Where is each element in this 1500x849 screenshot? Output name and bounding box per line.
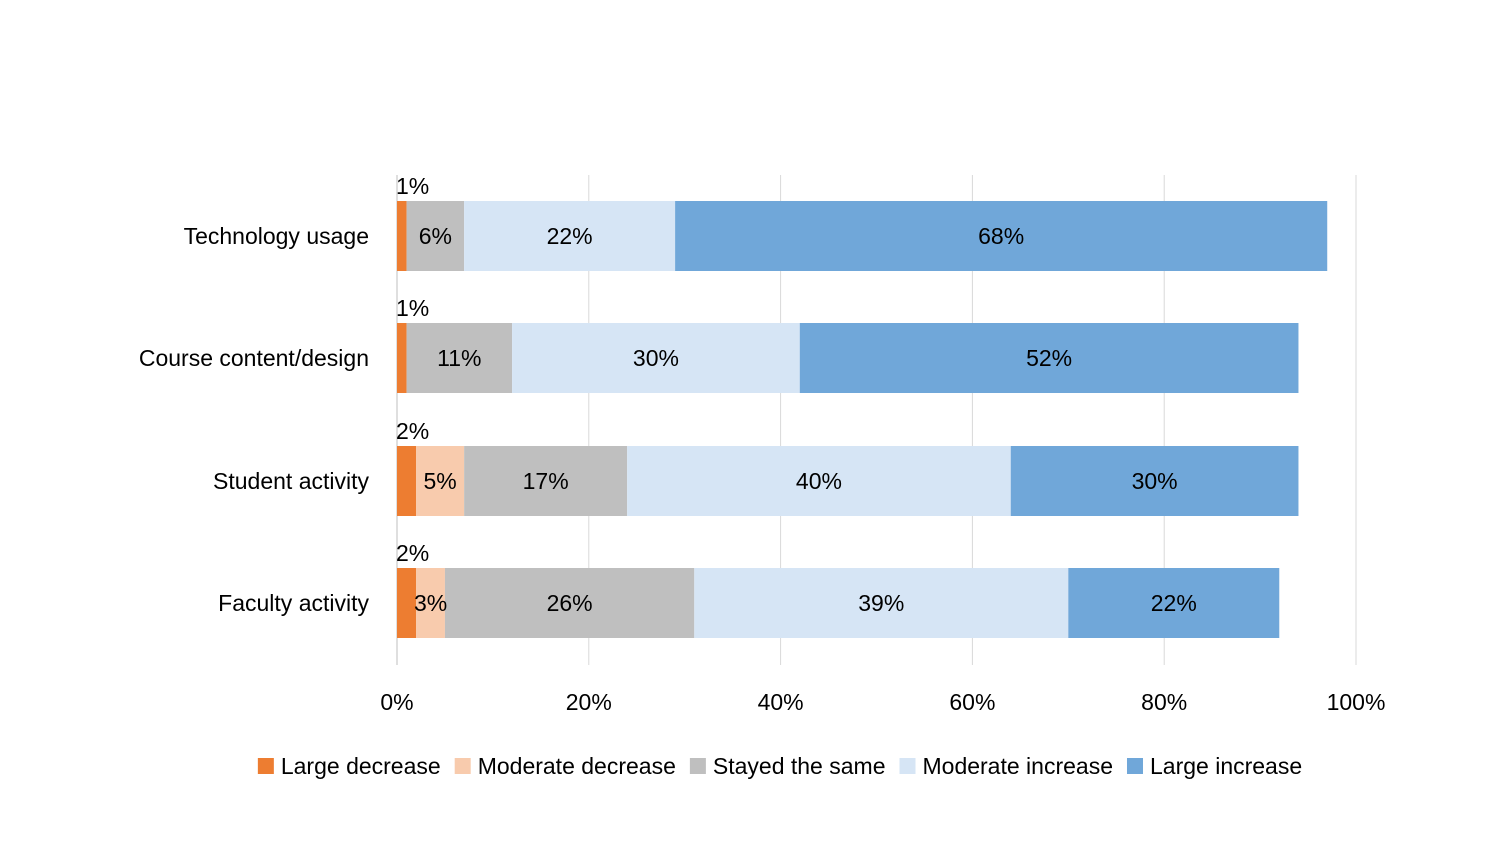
x-tick-label: 60%	[949, 689, 995, 715]
bar-moderate-decrease	[416, 568, 445, 638]
bar-stayed-the-same	[406, 323, 513, 393]
legend-item-stayed-the-same: Stayed the same	[689, 753, 886, 779]
bar-large-decrease	[397, 568, 417, 638]
data-label: 17%	[523, 468, 569, 494]
data-label: 30%	[1132, 468, 1178, 494]
bar-stayed-the-same	[444, 568, 695, 638]
bar-large-decrease	[397, 323, 407, 393]
bar-moderate-increase	[512, 323, 800, 393]
legend-label: Moderate increase	[922, 753, 1113, 779]
x-tick-label: 20%	[566, 689, 612, 715]
data-label: 39%	[858, 590, 904, 616]
bar-moderate-decrease	[416, 446, 465, 516]
data-label: 2%	[396, 540, 429, 566]
axes: 0% 20% 40% 60% 80% 100% Technology usage Course…	[139, 223, 1386, 715]
legend-label: Stayed the same	[713, 753, 886, 779]
legend-item-moderate-increase: Moderate increase	[899, 753, 1113, 779]
legend-swatch	[454, 758, 471, 774]
bar-large-increase	[799, 323, 1299, 393]
bars	[397, 201, 1328, 638]
legend-item-large-increase: Large increase	[1126, 753, 1302, 779]
legend-item-large-decrease: Large decrease	[257, 753, 441, 779]
data-label: 40%	[796, 468, 842, 494]
x-tick-label: 40%	[758, 689, 804, 715]
bar-large-increase	[1068, 568, 1280, 638]
bar-large-decrease	[397, 201, 407, 271]
data-label: 1%	[396, 173, 429, 199]
legend-swatch	[689, 758, 706, 774]
data-labels: 1% 6% 22% 68% 1% 11% 30% 52% 2% 5% 17% 40% 30% 2% 3% 26…	[396, 173, 1197, 616]
bar-large-increase	[1010, 446, 1299, 516]
category-label: Faculty activity	[218, 590, 369, 616]
bar-moderate-increase	[694, 568, 1069, 638]
data-label: 68%	[978, 223, 1024, 249]
data-label: 6%	[419, 223, 452, 249]
data-label: 2%	[396, 418, 429, 444]
data-label: 30%	[633, 345, 679, 371]
data-label: 52%	[1026, 345, 1072, 371]
bar-large-decrease	[397, 446, 417, 516]
bar-stayed-the-same	[464, 446, 628, 516]
data-label: 3%	[414, 590, 447, 616]
legend-label: Large increase	[1150, 753, 1302, 779]
bar-large-increase	[675, 201, 1328, 271]
legend-label: Moderate decrease	[478, 753, 676, 779]
bar-moderate-increase	[627, 446, 1011, 516]
legend-label: Large decrease	[281, 753, 441, 779]
legend: Large decrease Moderate decrease Stayed th…	[257, 753, 1302, 779]
legend-swatch	[257, 758, 274, 774]
data-label: 22%	[547, 223, 593, 249]
category-label: Student activity	[213, 468, 369, 494]
data-label: 26%	[547, 590, 593, 616]
bar-stayed-the-same	[406, 201, 465, 271]
data-label: 22%	[1151, 590, 1197, 616]
data-label: 5%	[424, 468, 457, 494]
legend-swatch	[899, 758, 916, 774]
x-tick-label: 80%	[1141, 689, 1187, 715]
bar-moderate-increase	[464, 201, 676, 271]
legend-swatch	[1126, 758, 1143, 774]
category-label: Course content/design	[139, 345, 369, 371]
data-label: 1%	[396, 295, 429, 321]
legend-item-moderate-decrease: Moderate decrease	[454, 753, 676, 779]
x-tick-label: 0%	[380, 689, 413, 715]
x-tick-label: 100%	[1327, 689, 1386, 715]
category-label: Technology usage	[184, 223, 369, 249]
data-label: 11%	[437, 345, 481, 371]
